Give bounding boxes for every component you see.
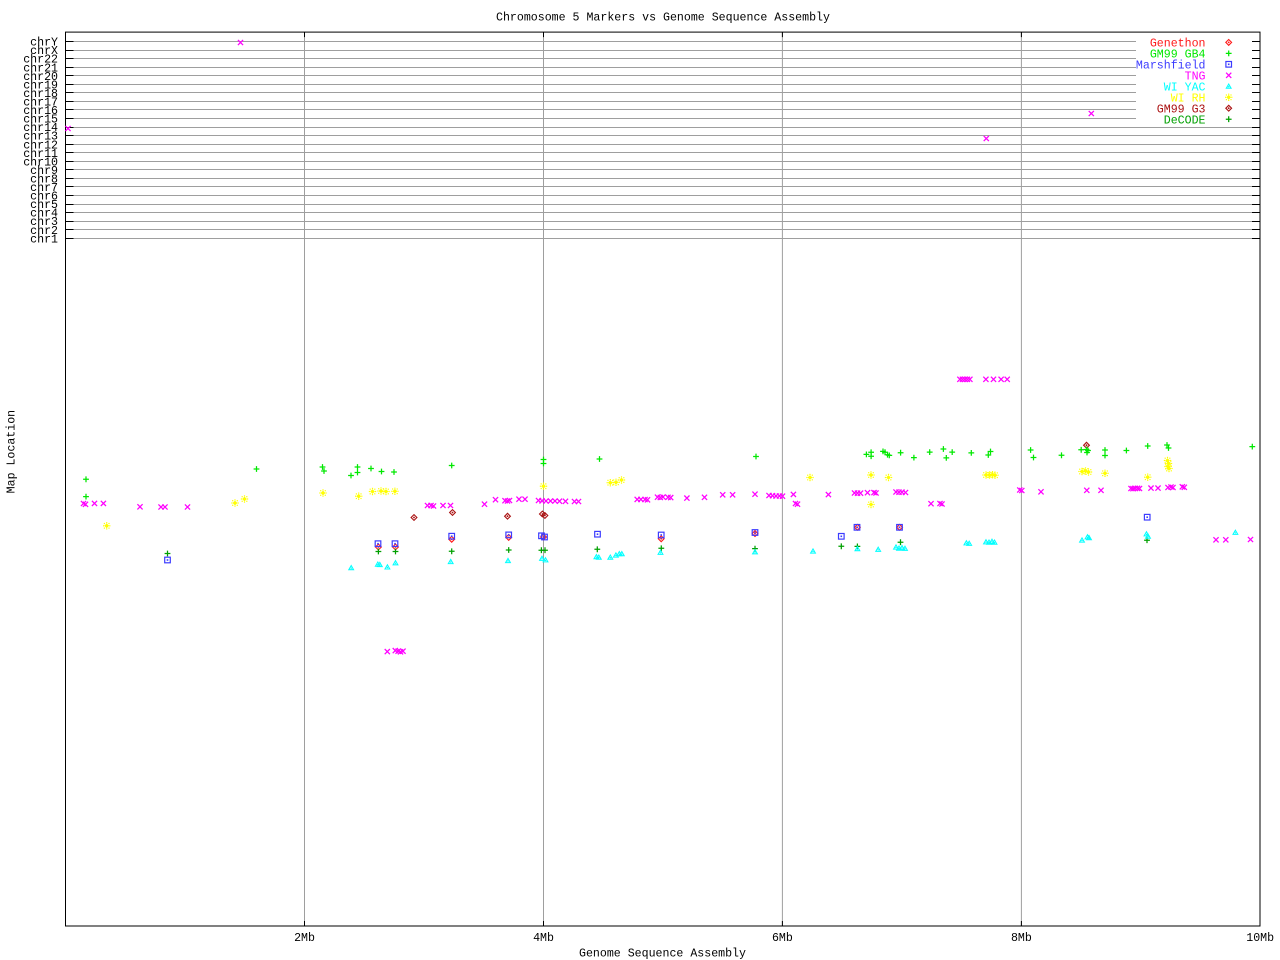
svg-text:2Mb: 2Mb <box>294 932 315 945</box>
svg-text:Chromosome 5 Markers vs Genome: Chromosome 5 Markers vs Genome Sequence … <box>496 12 830 25</box>
svg-text:chr18: chr18 <box>23 88 58 101</box>
svg-text:6Mb: 6Mb <box>772 932 793 945</box>
svg-text:chr15: chr15 <box>23 114 58 127</box>
svg-text:Marshfield: Marshfield <box>1136 59 1206 72</box>
svg-text:8Mb: 8Mb <box>1011 932 1032 945</box>
svg-text:chr4: chr4 <box>30 208 58 221</box>
svg-text:chr5: chr5 <box>30 199 58 212</box>
svg-text:Genethon: Genethon <box>1150 38 1206 51</box>
svg-text:chr11: chr11 <box>23 148 58 161</box>
svg-text:chr20: chr20 <box>23 71 58 84</box>
svg-text:chr9: chr9 <box>30 165 58 178</box>
svg-text:GM99 GB4: GM99 GB4 <box>1150 49 1206 62</box>
svg-text:10Mb: 10Mb <box>1246 932 1274 945</box>
svg-text:WI RH: WI RH <box>1171 92 1206 105</box>
svg-text:GM99 G3: GM99 G3 <box>1157 103 1206 116</box>
svg-text:WI YAC: WI YAC <box>1164 81 1206 94</box>
svg-text:Genome Sequence Assembly: Genome Sequence Assembly <box>579 947 746 960</box>
svg-text:chr6: chr6 <box>30 191 58 204</box>
svg-text:chr12: chr12 <box>23 139 58 152</box>
svg-text:chr17: chr17 <box>23 96 58 109</box>
svg-text:Map Location: Map Location <box>6 410 19 494</box>
svg-text:chr8: chr8 <box>30 173 58 186</box>
svg-text:DeCODE: DeCODE <box>1164 114 1206 127</box>
svg-text:chr22: chr22 <box>23 54 58 67</box>
svg-text:chrX: chrX <box>30 45 58 58</box>
svg-text:chrY: chrY <box>30 37 58 50</box>
svg-text:chr13: chr13 <box>23 131 58 144</box>
svg-text:TNG: TNG <box>1185 70 1206 83</box>
svg-text:chr2: chr2 <box>30 225 58 238</box>
svg-text:chr14: chr14 <box>23 122 58 135</box>
svg-text:chr19: chr19 <box>23 79 58 92</box>
svg-text:chr7: chr7 <box>30 182 58 195</box>
svg-text:chr3: chr3 <box>30 216 58 229</box>
svg-text:chr1: chr1 <box>30 233 58 246</box>
svg-text:4Mb: 4Mb <box>533 932 554 945</box>
svg-text:chr10: chr10 <box>23 156 58 169</box>
svg-text:chr16: chr16 <box>23 105 58 118</box>
svg-text:chr21: chr21 <box>23 62 58 75</box>
